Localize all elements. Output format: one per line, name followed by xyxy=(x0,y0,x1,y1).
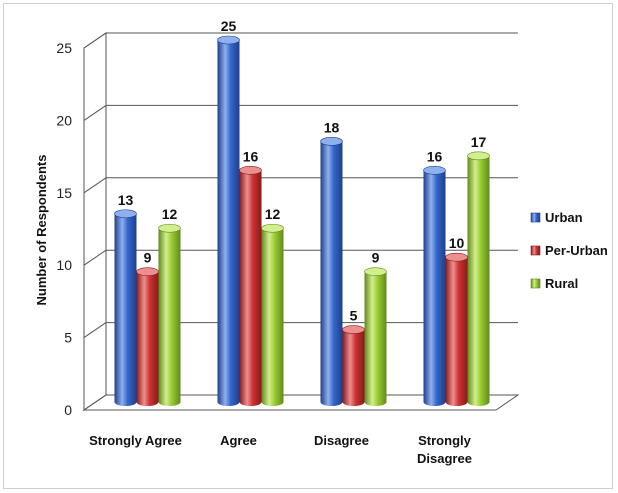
bar-body xyxy=(114,213,137,406)
side-wall xyxy=(83,32,107,411)
bar xyxy=(423,166,446,406)
y-tick-label: 15 xyxy=(56,185,72,201)
bar-body xyxy=(364,271,387,406)
bar xyxy=(239,166,262,406)
data-label: 12 xyxy=(162,206,178,222)
data-label: 18 xyxy=(324,119,340,135)
data-label: 5 xyxy=(350,308,358,324)
data-label: 16 xyxy=(243,148,259,164)
legend-item: Rural xyxy=(530,276,578,291)
data-label: 10 xyxy=(449,235,465,251)
bar-top xyxy=(423,166,446,175)
bar-body xyxy=(158,228,181,406)
category-label: Strongly Agree xyxy=(89,433,182,448)
bar-body xyxy=(467,155,490,406)
data-label: 12 xyxy=(265,206,281,222)
y-axis-label: Number of Respondents xyxy=(34,155,49,306)
legend-swatch xyxy=(530,245,541,256)
legend-label: Urban xyxy=(545,210,583,225)
bar xyxy=(445,252,468,406)
bar-body xyxy=(320,141,343,407)
bar-top xyxy=(467,151,490,161)
legend-item: Urban xyxy=(530,210,583,225)
bar-top xyxy=(114,209,137,219)
gridline-side xyxy=(83,32,107,49)
data-labels: 13 9 12 25 16 12 18 5 9 16 10 17 xyxy=(118,18,487,324)
category-label: Disagree xyxy=(417,451,472,466)
data-label: 25 xyxy=(221,18,237,34)
bar xyxy=(217,35,240,406)
gridline-side xyxy=(83,249,107,266)
gridline-side xyxy=(83,104,107,121)
bar-top xyxy=(239,166,262,175)
bar-body xyxy=(239,170,262,406)
legend-label: Per-Urban xyxy=(545,243,608,258)
bar xyxy=(114,209,137,406)
bar-body xyxy=(217,40,240,406)
data-label: 17 xyxy=(471,134,487,150)
data-label: 9 xyxy=(144,250,152,266)
category-label: Disagree xyxy=(314,433,369,448)
legend-item: Per-Urban xyxy=(530,243,608,258)
bar-top xyxy=(342,325,365,334)
bar-body xyxy=(445,257,468,406)
bar-top xyxy=(261,223,284,233)
bar xyxy=(467,151,490,406)
bar xyxy=(136,267,159,406)
y-tick-label: 25 xyxy=(56,40,72,56)
y-tick-label: 20 xyxy=(56,112,72,128)
y-tick-label: 0 xyxy=(64,402,72,418)
bar-top xyxy=(445,252,468,262)
bar xyxy=(320,137,343,407)
bar-body xyxy=(261,228,284,406)
bar-top xyxy=(158,223,181,233)
bar-top xyxy=(217,35,240,45)
data-label: 9 xyxy=(372,250,380,266)
data-label: 16 xyxy=(427,148,443,164)
bar-body xyxy=(342,329,365,406)
bar xyxy=(364,267,387,406)
gridline-side xyxy=(83,394,107,411)
category-label: Strongly xyxy=(418,433,471,448)
gridline-side xyxy=(83,177,107,194)
bar-body xyxy=(423,170,446,406)
category-labels: Strongly Agree Agree Disagree Strongly Disag… xyxy=(89,433,472,466)
legend-swatch xyxy=(530,278,541,289)
bar xyxy=(261,223,284,406)
bars xyxy=(114,35,490,407)
legend-swatch xyxy=(530,212,541,223)
category-label: Agree xyxy=(220,433,257,448)
bar xyxy=(158,223,181,406)
legend: Urban Per-Urban Rural xyxy=(530,210,608,291)
chart-walls xyxy=(82,32,520,411)
y-tick-label: 10 xyxy=(56,257,72,273)
bar xyxy=(342,325,365,406)
data-label: 13 xyxy=(118,192,134,208)
bar-top xyxy=(364,267,387,276)
y-tick-label: 5 xyxy=(64,330,72,346)
bar-top xyxy=(320,137,343,146)
bar-body xyxy=(136,271,159,406)
legend-label: Rural xyxy=(545,276,578,291)
y-axis-ticks: 0 5 10 15 20 25 xyxy=(56,40,72,418)
bar-top xyxy=(136,267,159,276)
gridline-side xyxy=(83,322,107,339)
